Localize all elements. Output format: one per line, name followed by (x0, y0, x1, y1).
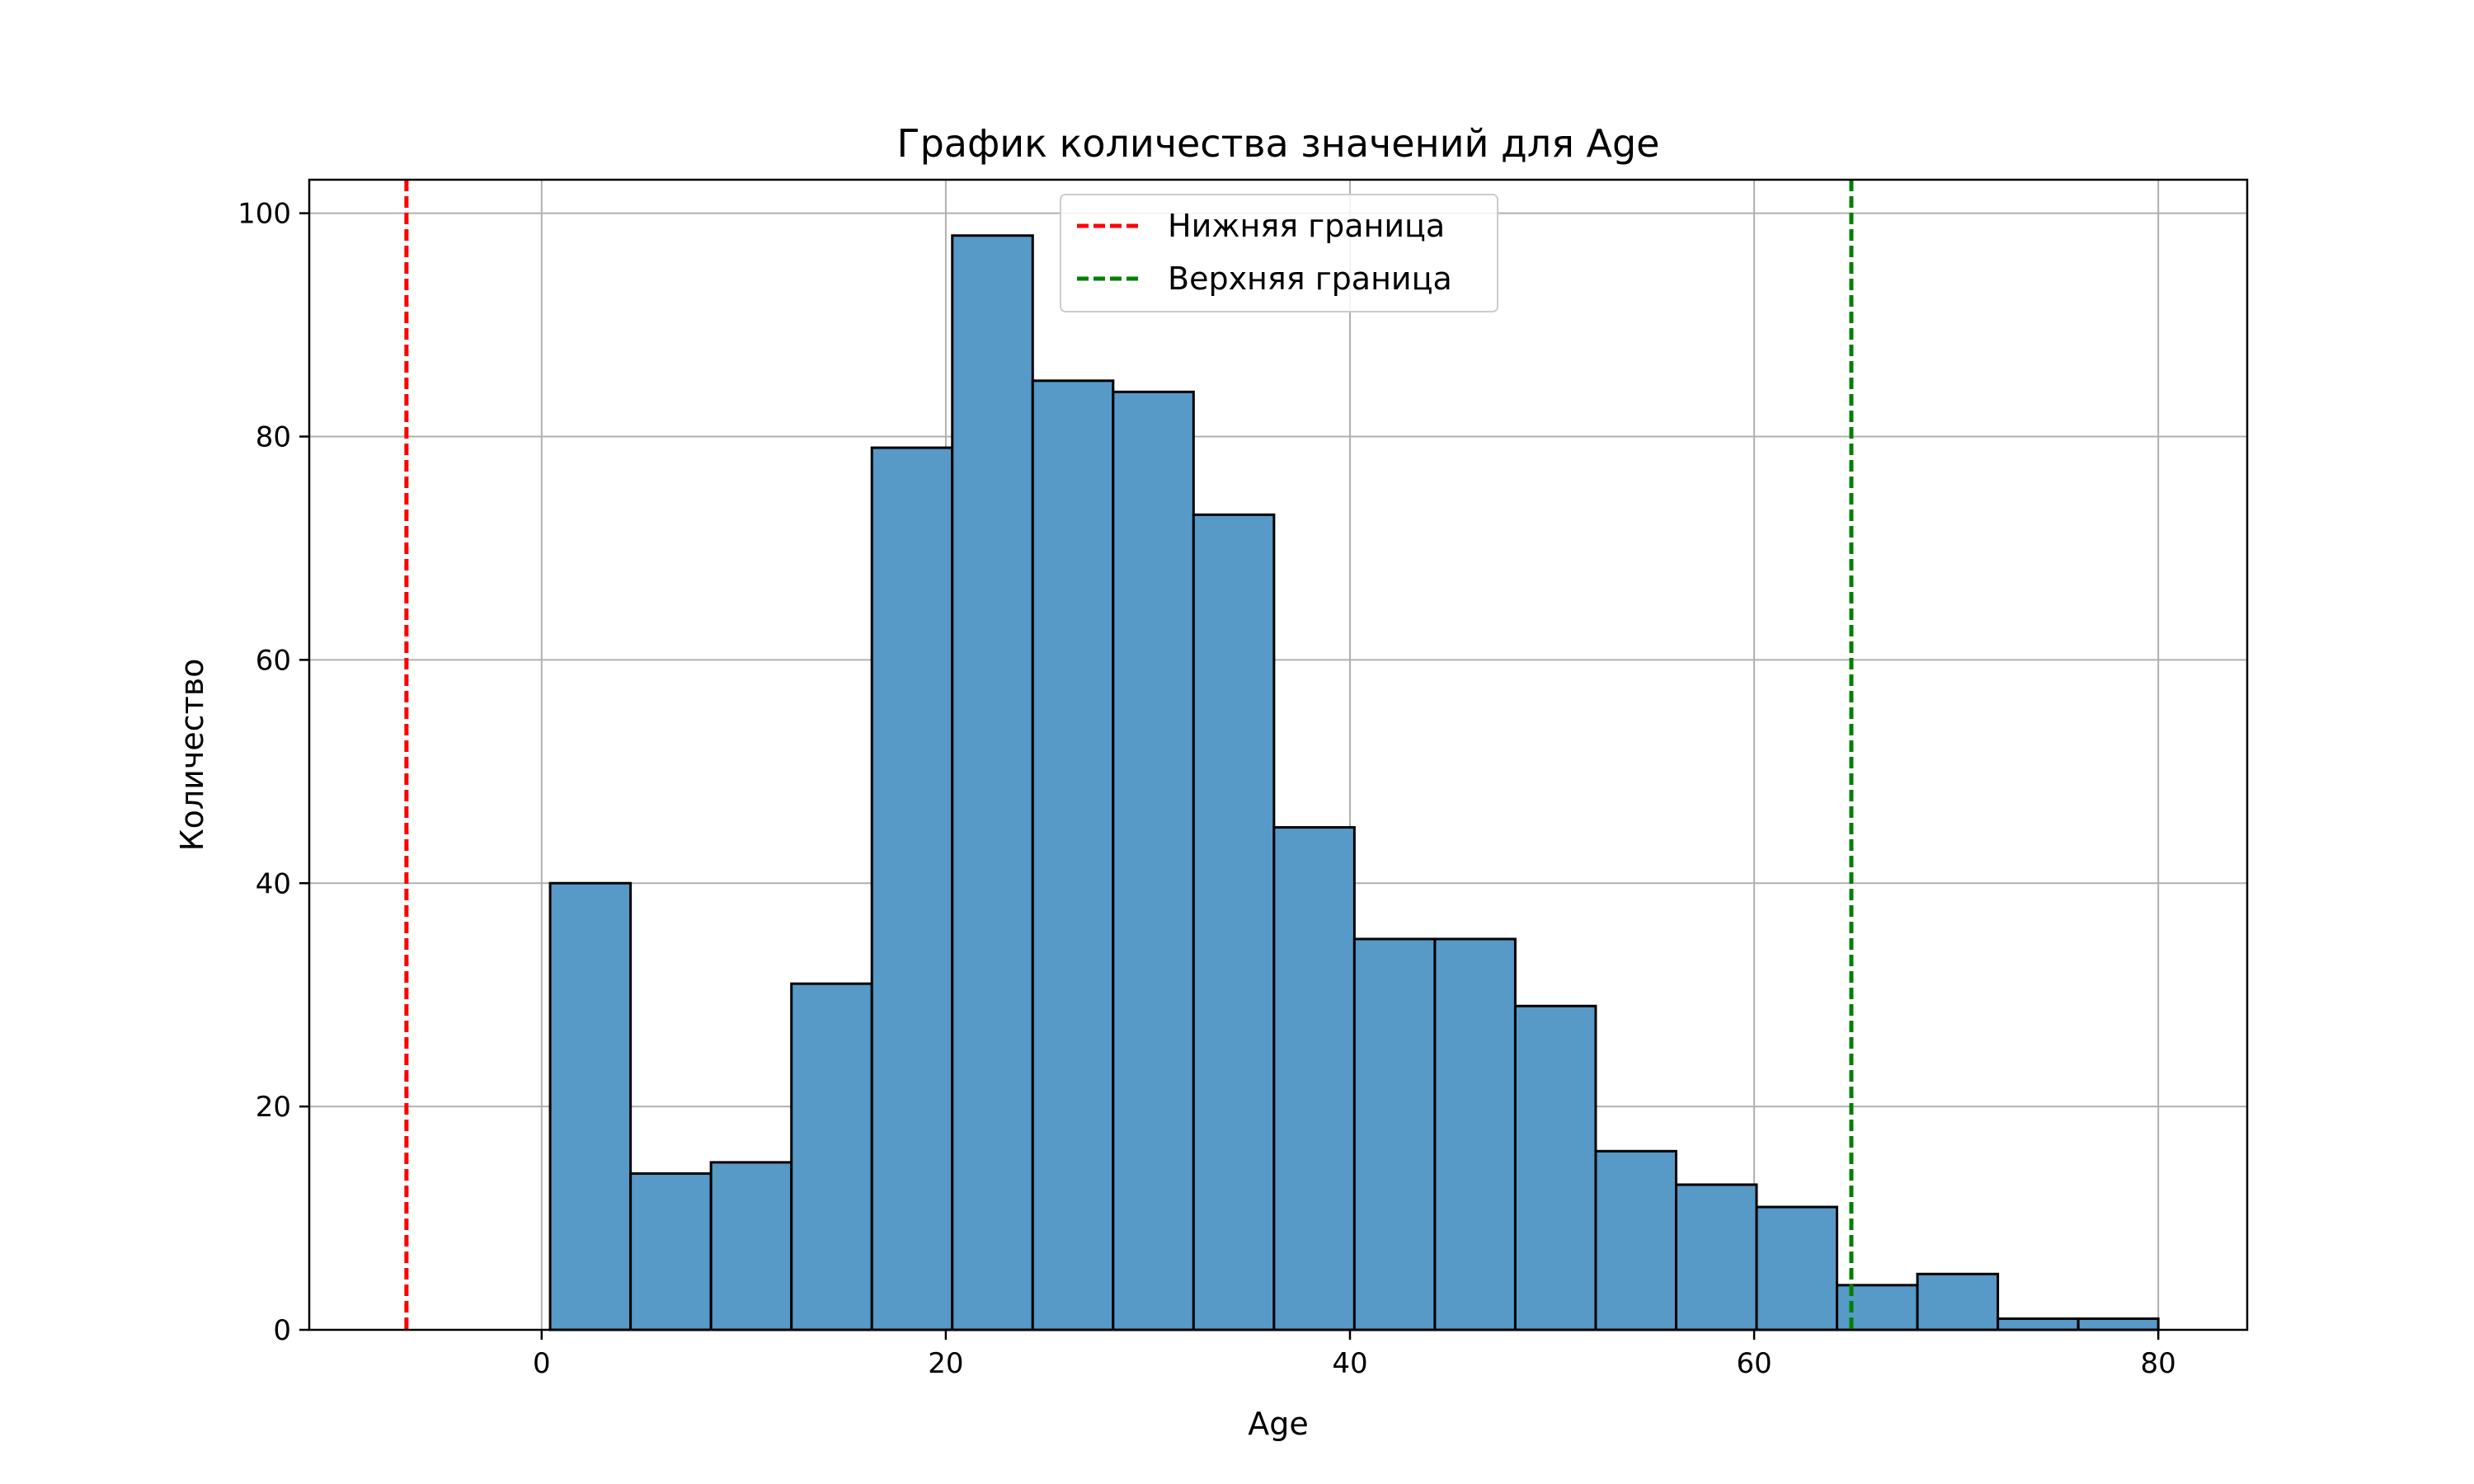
x-tick-label: 60 (1736, 1347, 1771, 1380)
axis-ticks: 0 20 40 60 80 0 20 40 60 80 100 (238, 198, 2176, 1380)
histogram-bar (1997, 1317, 2080, 1331)
histogram-bar (1352, 937, 1437, 1331)
y-tick-label: 0 (273, 1314, 291, 1347)
histogram-bar (1112, 390, 1195, 1331)
histogram-bars (548, 234, 2160, 1331)
x-tick-label: 0 (533, 1347, 551, 1380)
histogram-bar (2077, 1317, 2160, 1331)
histogram-bar (870, 446, 954, 1331)
x-axis-label: Age (1248, 1406, 1309, 1442)
histogram-bar (709, 1161, 793, 1331)
histogram-bar (1836, 1284, 1919, 1331)
legend-label-upper: Верхняя граница (1168, 261, 1452, 297)
histogram-bar (1513, 1004, 1597, 1331)
histogram-bar (1594, 1149, 1677, 1331)
histogram-bar (1031, 379, 1115, 1331)
x-tick-label: 80 (2141, 1347, 2176, 1380)
y-axis-label: Количество (174, 659, 210, 852)
x-tick-label: 40 (1332, 1347, 1367, 1380)
y-tick-label: 20 (256, 1091, 291, 1124)
legend-label-lower: Нижняя граница (1168, 208, 1445, 244)
y-tick-label: 80 (256, 421, 291, 454)
legend-box (1060, 194, 1498, 312)
boundary-lines (404, 180, 1854, 1330)
legend: Нижняя граница Верхняя граница (1060, 194, 1498, 312)
plot-frame (308, 178, 2249, 1331)
histogram-bar (1674, 1183, 1758, 1331)
y-tick-label: 40 (256, 867, 291, 900)
histogram-bar (790, 982, 873, 1331)
histogram-bar (951, 234, 1034, 1331)
histogram-bar (548, 881, 633, 1331)
histogram-bar (1192, 513, 1276, 1331)
y-tick-label: 60 (256, 644, 291, 677)
histogram-bar (1272, 826, 1356, 1331)
histogram-bar (1755, 1205, 1839, 1331)
histogram-bar (1916, 1272, 2000, 1331)
y-tick-label: 100 (238, 198, 291, 231)
chart-title: График количества значений для Age (897, 121, 1660, 166)
histogram-bar (629, 1172, 713, 1331)
histogram-bar (1433, 937, 1517, 1331)
x-tick-label: 20 (928, 1347, 963, 1380)
